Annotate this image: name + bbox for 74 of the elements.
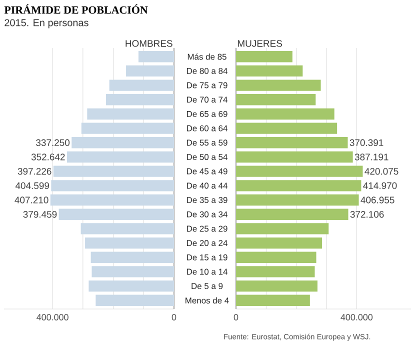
data-label: 406.955 [360, 196, 394, 204]
bar [236, 294, 310, 306]
data-label: 370.391 [350, 139, 384, 146]
bar [236, 65, 303, 77]
y-tick-label: De 60 a 64 [186, 125, 228, 132]
y-tick-label: De 30 a 34 [186, 211, 228, 218]
bar [236, 208, 348, 220]
bar [236, 51, 292, 62]
bar [236, 194, 359, 206]
bar [85, 237, 174, 249]
y-tick-label: De 80 a 84 [186, 68, 228, 74]
data-label: 414.970 [363, 182, 397, 190]
x-tick-label: 400.000 [340, 314, 373, 320]
y-tick-label: De 75 a 79 [186, 82, 228, 88]
bar [109, 80, 174, 91]
y-tick-label: De 65 a 69 [186, 110, 228, 117]
bar [236, 237, 322, 249]
y-tick-label: De 50 a 54 [186, 154, 228, 160]
data-label: 379.459 [23, 211, 57, 218]
y-tick-label: De 40 a 44 [186, 182, 228, 189]
y-tick-label: Menos de 4 [186, 297, 229, 304]
data-label: 407.210 [14, 196, 48, 204]
data-label: 397.226 [18, 168, 52, 175]
bar [72, 137, 174, 148]
chart-title: PIRÁMIDE DE POBLACIÓN [4, 4, 148, 14]
y-tick-label: De 25 a 29 [186, 226, 228, 232]
y-tick-label: De 15 a 19 [186, 254, 228, 260]
bar [236, 122, 338, 134]
y-tick-label: De 35 a 39 [186, 197, 228, 204]
series-label: MUJERES [238, 40, 282, 47]
y-tick-label: De 70 a 74 [186, 96, 228, 103]
y-tick-label: Más de 85 [188, 53, 226, 60]
bar [236, 180, 362, 192]
bar [236, 266, 315, 278]
bar [236, 137, 348, 148]
bar [106, 94, 174, 106]
bar [138, 51, 174, 62]
chart-subtitle: 2015. En personas [4, 19, 88, 28]
x-tick-label: 0 [172, 314, 176, 320]
bar [51, 180, 174, 192]
y-tick-label: De 55 a 59 [186, 140, 228, 146]
y-tick-label: De 10 a 14 [186, 268, 228, 275]
bar [96, 294, 174, 306]
series-label: HOMBRES [126, 40, 172, 47]
x-tick-label: 400.000 [36, 314, 68, 320]
data-label: 404.599 [15, 182, 50, 190]
bar [53, 166, 174, 177]
data-label: 387.191 [354, 154, 388, 160]
bar [236, 151, 353, 163]
bar [236, 223, 329, 234]
bar [92, 266, 174, 278]
bar [88, 280, 174, 292]
bar [126, 65, 174, 77]
bar [50, 194, 174, 206]
data-label: 352.642 [31, 154, 65, 160]
data-label: 337.250 [36, 139, 70, 146]
bar [90, 252, 174, 263]
bar [81, 122, 174, 134]
bar [236, 280, 318, 292]
bar [80, 223, 174, 234]
bar [66, 151, 174, 163]
bar [87, 108, 174, 120]
bar [236, 94, 316, 106]
bar [236, 252, 316, 263]
y-tick-label: De 5 a 9 [192, 283, 223, 290]
bar [236, 80, 321, 91]
data-label: 372.106 [350, 211, 384, 218]
bar [236, 108, 334, 120]
y-tick-label: De 45 a 49 [186, 168, 228, 174]
data-label: 420.075 [364, 168, 398, 175]
bar [58, 208, 174, 220]
bar [236, 166, 363, 177]
x-tick-label: 0 [234, 314, 238, 320]
y-tick-label: De 20 a 24 [186, 240, 228, 246]
